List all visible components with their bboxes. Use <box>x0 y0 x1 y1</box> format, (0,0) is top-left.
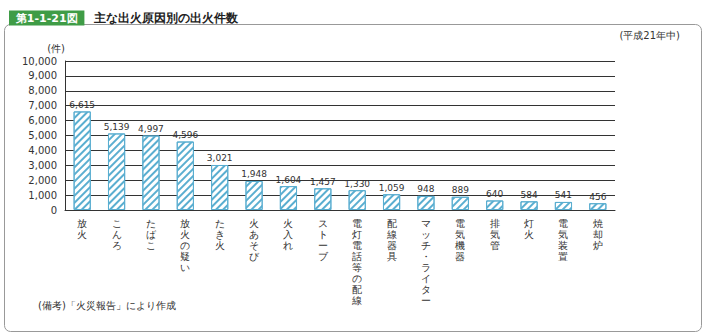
svg-text:装: 装 <box>558 240 568 251</box>
svg-text:6,615: 6,615 <box>69 100 95 110</box>
svg-text:配: 配 <box>387 218 397 229</box>
svg-text:ラ: ラ <box>421 262 431 273</box>
svg-text:チ: チ <box>421 240 431 251</box>
svg-text:び: び <box>249 251 260 262</box>
svg-text:456: 456 <box>589 192 606 202</box>
svg-text:灯: 灯 <box>352 229 362 240</box>
svg-text:1,948: 1,948 <box>241 169 267 179</box>
svg-text:気: 気 <box>490 229 500 240</box>
svg-text:炉: 炉 <box>593 240 603 251</box>
svg-text:器: 器 <box>455 251 465 262</box>
svg-text:電: 電 <box>455 218 465 229</box>
svg-text:器: 器 <box>387 240 397 251</box>
svg-text:排: 排 <box>490 218 500 229</box>
svg-text:2,000: 2,000 <box>28 175 57 186</box>
svg-text:あ: あ <box>249 229 259 240</box>
svg-text:そ: そ <box>249 240 259 251</box>
svg-text:5,139: 5,139 <box>104 122 130 132</box>
svg-text:気: 気 <box>455 229 465 240</box>
svg-text:等: 等 <box>352 262 362 273</box>
svg-text:(件): (件) <box>47 43 65 54</box>
svg-text:ー: ー <box>421 295 431 306</box>
svg-text:1,059: 1,059 <box>379 183 405 193</box>
svg-text:管: 管 <box>490 240 500 251</box>
svg-text:置: 置 <box>558 251 568 262</box>
svg-text:6,000: 6,000 <box>28 115 57 126</box>
svg-text:(備考)「火災報告」により作成: (備考)「火災報告」により作成 <box>38 300 176 311</box>
svg-text:電: 電 <box>352 240 362 251</box>
svg-text:た: た <box>215 218 225 229</box>
svg-text:火: 火 <box>283 218 293 229</box>
svg-text:7,000: 7,000 <box>28 100 57 111</box>
svg-text:火: 火 <box>524 229 534 240</box>
svg-text:火: 火 <box>249 218 259 229</box>
svg-text:4,000: 4,000 <box>28 145 57 156</box>
svg-text:0: 0 <box>51 205 57 216</box>
svg-text:話: 話 <box>352 251 362 262</box>
svg-text:第1-1-21図: 第1-1-21図 <box>12 12 81 25</box>
svg-text:9,000: 9,000 <box>28 70 57 81</box>
svg-text:い: い <box>180 262 190 273</box>
svg-text:541: 541 <box>555 190 572 200</box>
svg-text:ト: ト <box>318 229 328 240</box>
svg-text:灯: 灯 <box>524 218 534 229</box>
svg-text:10,000: 10,000 <box>22 56 57 67</box>
svg-text:イ: イ <box>421 273 431 284</box>
svg-text:機: 機 <box>455 240 465 251</box>
svg-text:640: 640 <box>486 189 503 199</box>
svg-text:948: 948 <box>417 184 434 194</box>
svg-text:焼: 焼 <box>593 218 603 229</box>
svg-text:4,596: 4,596 <box>172 130 198 140</box>
svg-text:タ: タ <box>421 284 431 295</box>
svg-text:き: き <box>215 229 225 240</box>
svg-text:こ: こ <box>146 240 156 251</box>
svg-text:ん: ん <box>112 229 122 240</box>
svg-text:放: 放 <box>77 218 87 229</box>
svg-text:ば: ば <box>146 229 157 240</box>
svg-text:れ: れ <box>283 240 293 251</box>
svg-text:1,457: 1,457 <box>310 177 336 187</box>
svg-text:3,000: 3,000 <box>28 160 57 171</box>
svg-text:(平成21年中): (平成21年中) <box>619 30 680 41</box>
svg-text:主な出火原因別の出火件数: 主な出火原因別の出火件数 <box>93 11 239 25</box>
svg-text:ろ: ろ <box>112 240 122 251</box>
svg-text:5,000: 5,000 <box>28 130 57 141</box>
svg-text:火: 火 <box>77 229 87 240</box>
svg-text:疑: 疑 <box>180 251 190 262</box>
svg-text:3,021: 3,021 <box>207 153 233 163</box>
svg-text:具: 具 <box>387 251 397 262</box>
svg-text:584: 584 <box>520 190 537 200</box>
svg-text:火: 火 <box>180 229 190 240</box>
svg-text:889: 889 <box>452 185 469 195</box>
svg-text:配: 配 <box>352 284 362 295</box>
svg-text:火: 火 <box>215 240 225 251</box>
svg-text:入: 入 <box>283 229 293 240</box>
svg-text:電: 電 <box>352 218 362 229</box>
svg-text:ス: ス <box>318 218 328 229</box>
svg-text:気: 気 <box>558 229 568 240</box>
svg-text:却: 却 <box>593 229 603 240</box>
svg-text:1,330: 1,330 <box>344 179 370 189</box>
svg-text:ー: ー <box>318 240 328 251</box>
svg-text:放: 放 <box>180 218 190 229</box>
svg-text:た: た <box>146 218 156 229</box>
svg-text:・: ・ <box>421 251 431 262</box>
svg-text:こ: こ <box>112 218 122 229</box>
svg-text:1,000: 1,000 <box>28 190 57 201</box>
svg-text:の: の <box>352 273 362 284</box>
svg-text:線: 線 <box>351 295 362 306</box>
svg-text:マ: マ <box>421 218 431 229</box>
svg-text:4,997: 4,997 <box>138 124 164 134</box>
svg-text:線: 線 <box>386 229 397 240</box>
svg-text:1,604: 1,604 <box>276 175 302 185</box>
svg-text:ッ: ッ <box>421 229 431 240</box>
svg-text:8,000: 8,000 <box>28 85 57 96</box>
svg-text:電: 電 <box>558 218 568 229</box>
svg-text:ブ: ブ <box>318 251 329 262</box>
svg-text:の: の <box>180 240 190 251</box>
